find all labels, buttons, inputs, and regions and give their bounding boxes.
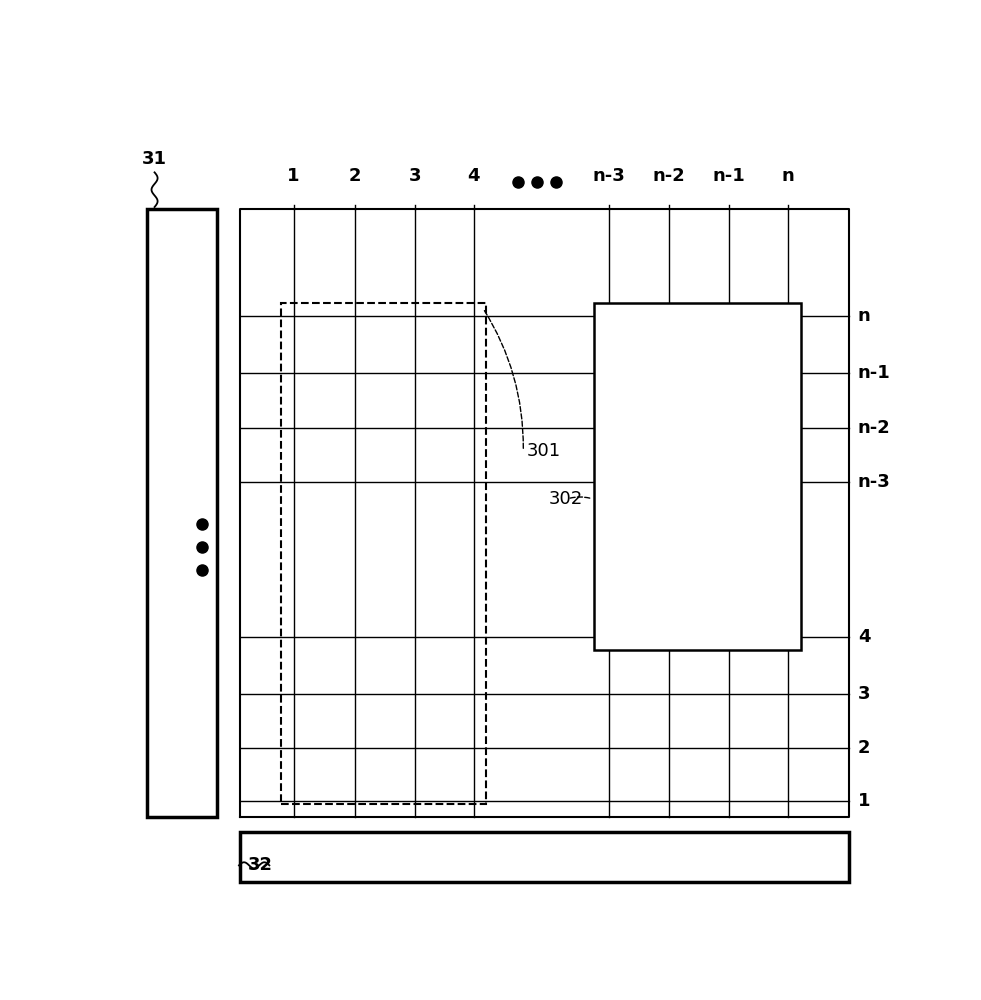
Text: 2: 2 [857, 739, 870, 757]
Text: 301: 301 [527, 442, 561, 460]
Bar [240, 832, 849, 882]
Text: 1: 1 [287, 167, 300, 185]
Text: 4: 4 [857, 628, 870, 646]
Text: 32: 32 [248, 856, 273, 874]
Text: 3: 3 [409, 167, 422, 185]
Bar [594, 303, 800, 650]
Text: n: n [857, 307, 870, 325]
Text: n-1: n-1 [857, 364, 891, 382]
Text: 31: 31 [142, 149, 167, 167]
Text: n-2: n-2 [857, 419, 891, 437]
Text: 1: 1 [857, 792, 870, 810]
Text: 302: 302 [548, 490, 583, 508]
Text: 2: 2 [348, 167, 361, 185]
Bar [147, 209, 217, 817]
Text: 4: 4 [468, 167, 480, 185]
Text: n-1: n-1 [712, 167, 745, 185]
Text: n: n [782, 167, 795, 185]
Text: n-3: n-3 [857, 473, 891, 491]
Text: n-2: n-2 [652, 167, 685, 185]
Text: 3: 3 [857, 685, 870, 703]
Bar [281, 303, 486, 804]
Text: n-3: n-3 [593, 167, 626, 185]
